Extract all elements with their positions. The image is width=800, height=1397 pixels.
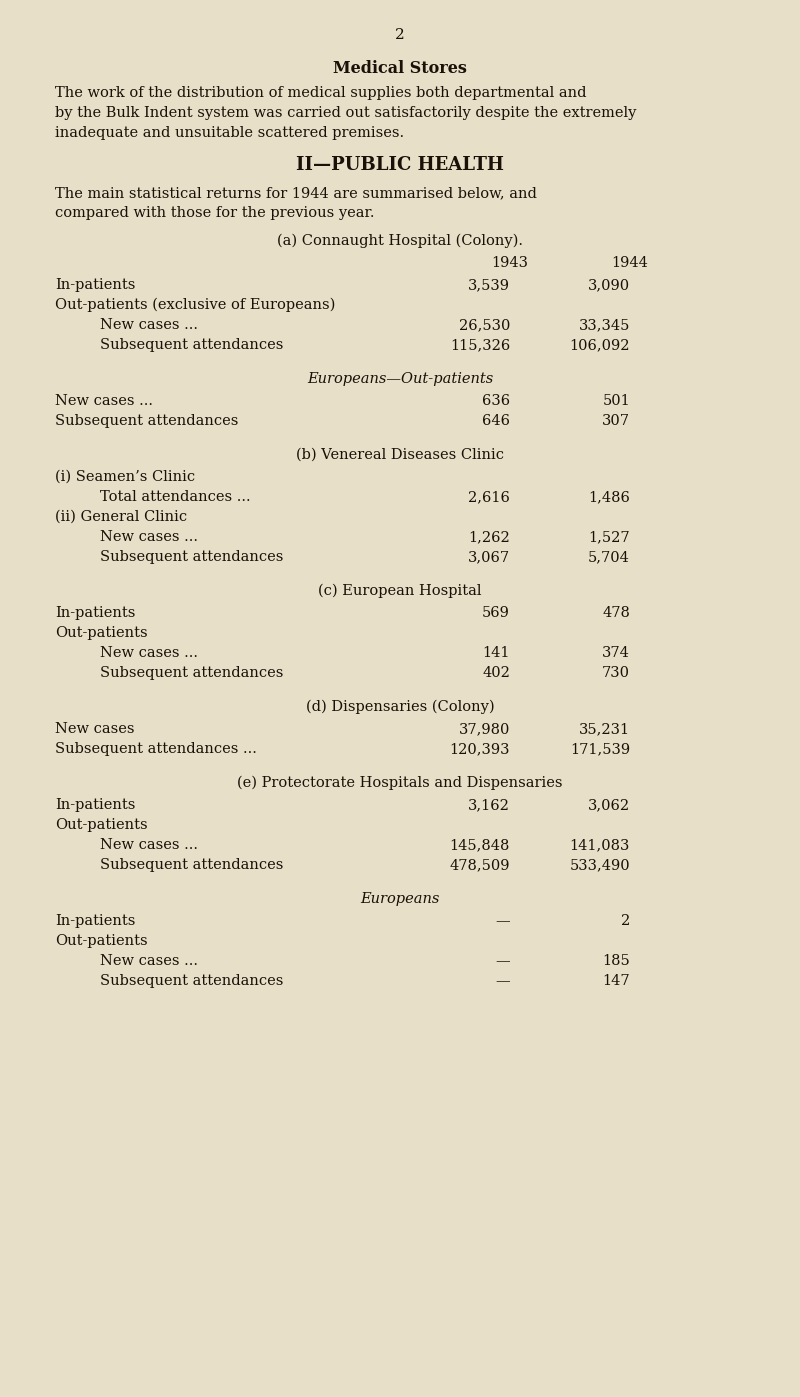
Text: (e) Protectorate Hospitals and Dispensaries: (e) Protectorate Hospitals and Dispensar… [238, 775, 562, 791]
Text: Total attendances ...: Total attendances ... [100, 490, 250, 504]
Text: (c) European Hospital: (c) European Hospital [318, 584, 482, 598]
Text: 3,067: 3,067 [468, 550, 510, 564]
Text: 533,490: 533,490 [570, 858, 630, 872]
Text: In-patients: In-patients [55, 914, 135, 928]
Text: Subsequent attendances: Subsequent attendances [100, 666, 283, 680]
Text: New cases ...: New cases ... [100, 319, 198, 332]
Text: (ii) General Clinic: (ii) General Clinic [55, 510, 187, 524]
Text: 141,083: 141,083 [570, 838, 630, 852]
Text: New cases ...: New cases ... [100, 838, 198, 852]
Text: (a) Connaught Hospital (Colony).: (a) Connaught Hospital (Colony). [277, 235, 523, 249]
Text: (i) Seamen’s Clinic: (i) Seamen’s Clinic [55, 469, 195, 483]
Text: 1944: 1944 [611, 256, 649, 270]
Text: 501: 501 [602, 394, 630, 408]
Text: 3,090: 3,090 [588, 278, 630, 292]
Text: 478: 478 [602, 606, 630, 620]
Text: 1,527: 1,527 [588, 529, 630, 543]
Text: Subsequent attendances: Subsequent attendances [100, 338, 283, 352]
Text: 33,345: 33,345 [578, 319, 630, 332]
Text: 145,848: 145,848 [450, 838, 510, 852]
Text: 3,162: 3,162 [468, 798, 510, 812]
Text: The main statistical returns for 1944 are summarised below, and: The main statistical returns for 1944 ar… [55, 186, 537, 200]
Text: New cases ...: New cases ... [100, 529, 198, 543]
Text: New cases: New cases [55, 722, 134, 736]
Text: Europeans: Europeans [360, 893, 440, 907]
Text: —: — [495, 914, 510, 928]
Text: In-patients: In-patients [55, 278, 135, 292]
Text: 402: 402 [482, 666, 510, 680]
Text: Subsequent attendances ...: Subsequent attendances ... [55, 742, 257, 756]
Text: In-patients: In-patients [55, 798, 135, 812]
Text: Subsequent attendances: Subsequent attendances [100, 974, 283, 988]
Text: Subsequent attendances: Subsequent attendances [55, 414, 238, 427]
Text: New cases ...: New cases ... [55, 394, 153, 408]
Text: Out-patients: Out-patients [55, 935, 148, 949]
Text: 147: 147 [602, 974, 630, 988]
Text: inadequate and unsuitable scattered premises.: inadequate and unsuitable scattered prem… [55, 126, 404, 140]
Text: 115,326: 115,326 [450, 338, 510, 352]
Text: New cases ...: New cases ... [100, 954, 198, 968]
Text: (b) Venereal Diseases Clinic: (b) Venereal Diseases Clinic [296, 448, 504, 462]
Text: New cases ...: New cases ... [100, 645, 198, 659]
Text: 374: 374 [602, 645, 630, 659]
Text: 185: 185 [602, 954, 630, 968]
Text: 141: 141 [482, 645, 510, 659]
Text: 1,486: 1,486 [588, 490, 630, 504]
Text: 2: 2 [621, 914, 630, 928]
Text: compared with those for the previous year.: compared with those for the previous yea… [55, 205, 374, 219]
Text: 1,262: 1,262 [468, 529, 510, 543]
Text: II—PUBLIC HEALTH: II—PUBLIC HEALTH [296, 156, 504, 175]
Text: 171,539: 171,539 [570, 742, 630, 756]
Text: Medical Stores: Medical Stores [333, 60, 467, 77]
Text: 478,509: 478,509 [450, 858, 510, 872]
Text: —: — [495, 974, 510, 988]
Text: —: — [495, 954, 510, 968]
Text: The work of the distribution of medical supplies both departmental and: The work of the distribution of medical … [55, 87, 586, 101]
Text: 730: 730 [602, 666, 630, 680]
Text: Subsequent attendances: Subsequent attendances [100, 858, 283, 872]
Text: 1943: 1943 [491, 256, 529, 270]
Text: 35,231: 35,231 [579, 722, 630, 736]
Text: (d) Dispensaries (Colony): (d) Dispensaries (Colony) [306, 700, 494, 714]
Text: 3,062: 3,062 [588, 798, 630, 812]
Text: Out-patients: Out-patients [55, 626, 148, 640]
Text: 37,980: 37,980 [458, 722, 510, 736]
Text: 5,704: 5,704 [588, 550, 630, 564]
Text: 307: 307 [602, 414, 630, 427]
Text: 636: 636 [482, 394, 510, 408]
Text: 3,539: 3,539 [468, 278, 510, 292]
Text: Out-patients: Out-patients [55, 819, 148, 833]
Text: by the Bulk Indent system was carried out satisfactorily despite the extremely: by the Bulk Indent system was carried ou… [55, 106, 636, 120]
Text: 2,616: 2,616 [468, 490, 510, 504]
Text: 26,530: 26,530 [458, 319, 510, 332]
Text: 2: 2 [395, 28, 405, 42]
Text: Out-patients (exclusive of Europeans): Out-patients (exclusive of Europeans) [55, 298, 335, 313]
Text: 106,092: 106,092 [570, 338, 630, 352]
Text: 120,393: 120,393 [450, 742, 510, 756]
Text: Subsequent attendances: Subsequent attendances [100, 550, 283, 564]
Text: 646: 646 [482, 414, 510, 427]
Text: Europeans—Out-patients: Europeans—Out-patients [307, 372, 493, 386]
Text: In-patients: In-patients [55, 606, 135, 620]
Text: 569: 569 [482, 606, 510, 620]
